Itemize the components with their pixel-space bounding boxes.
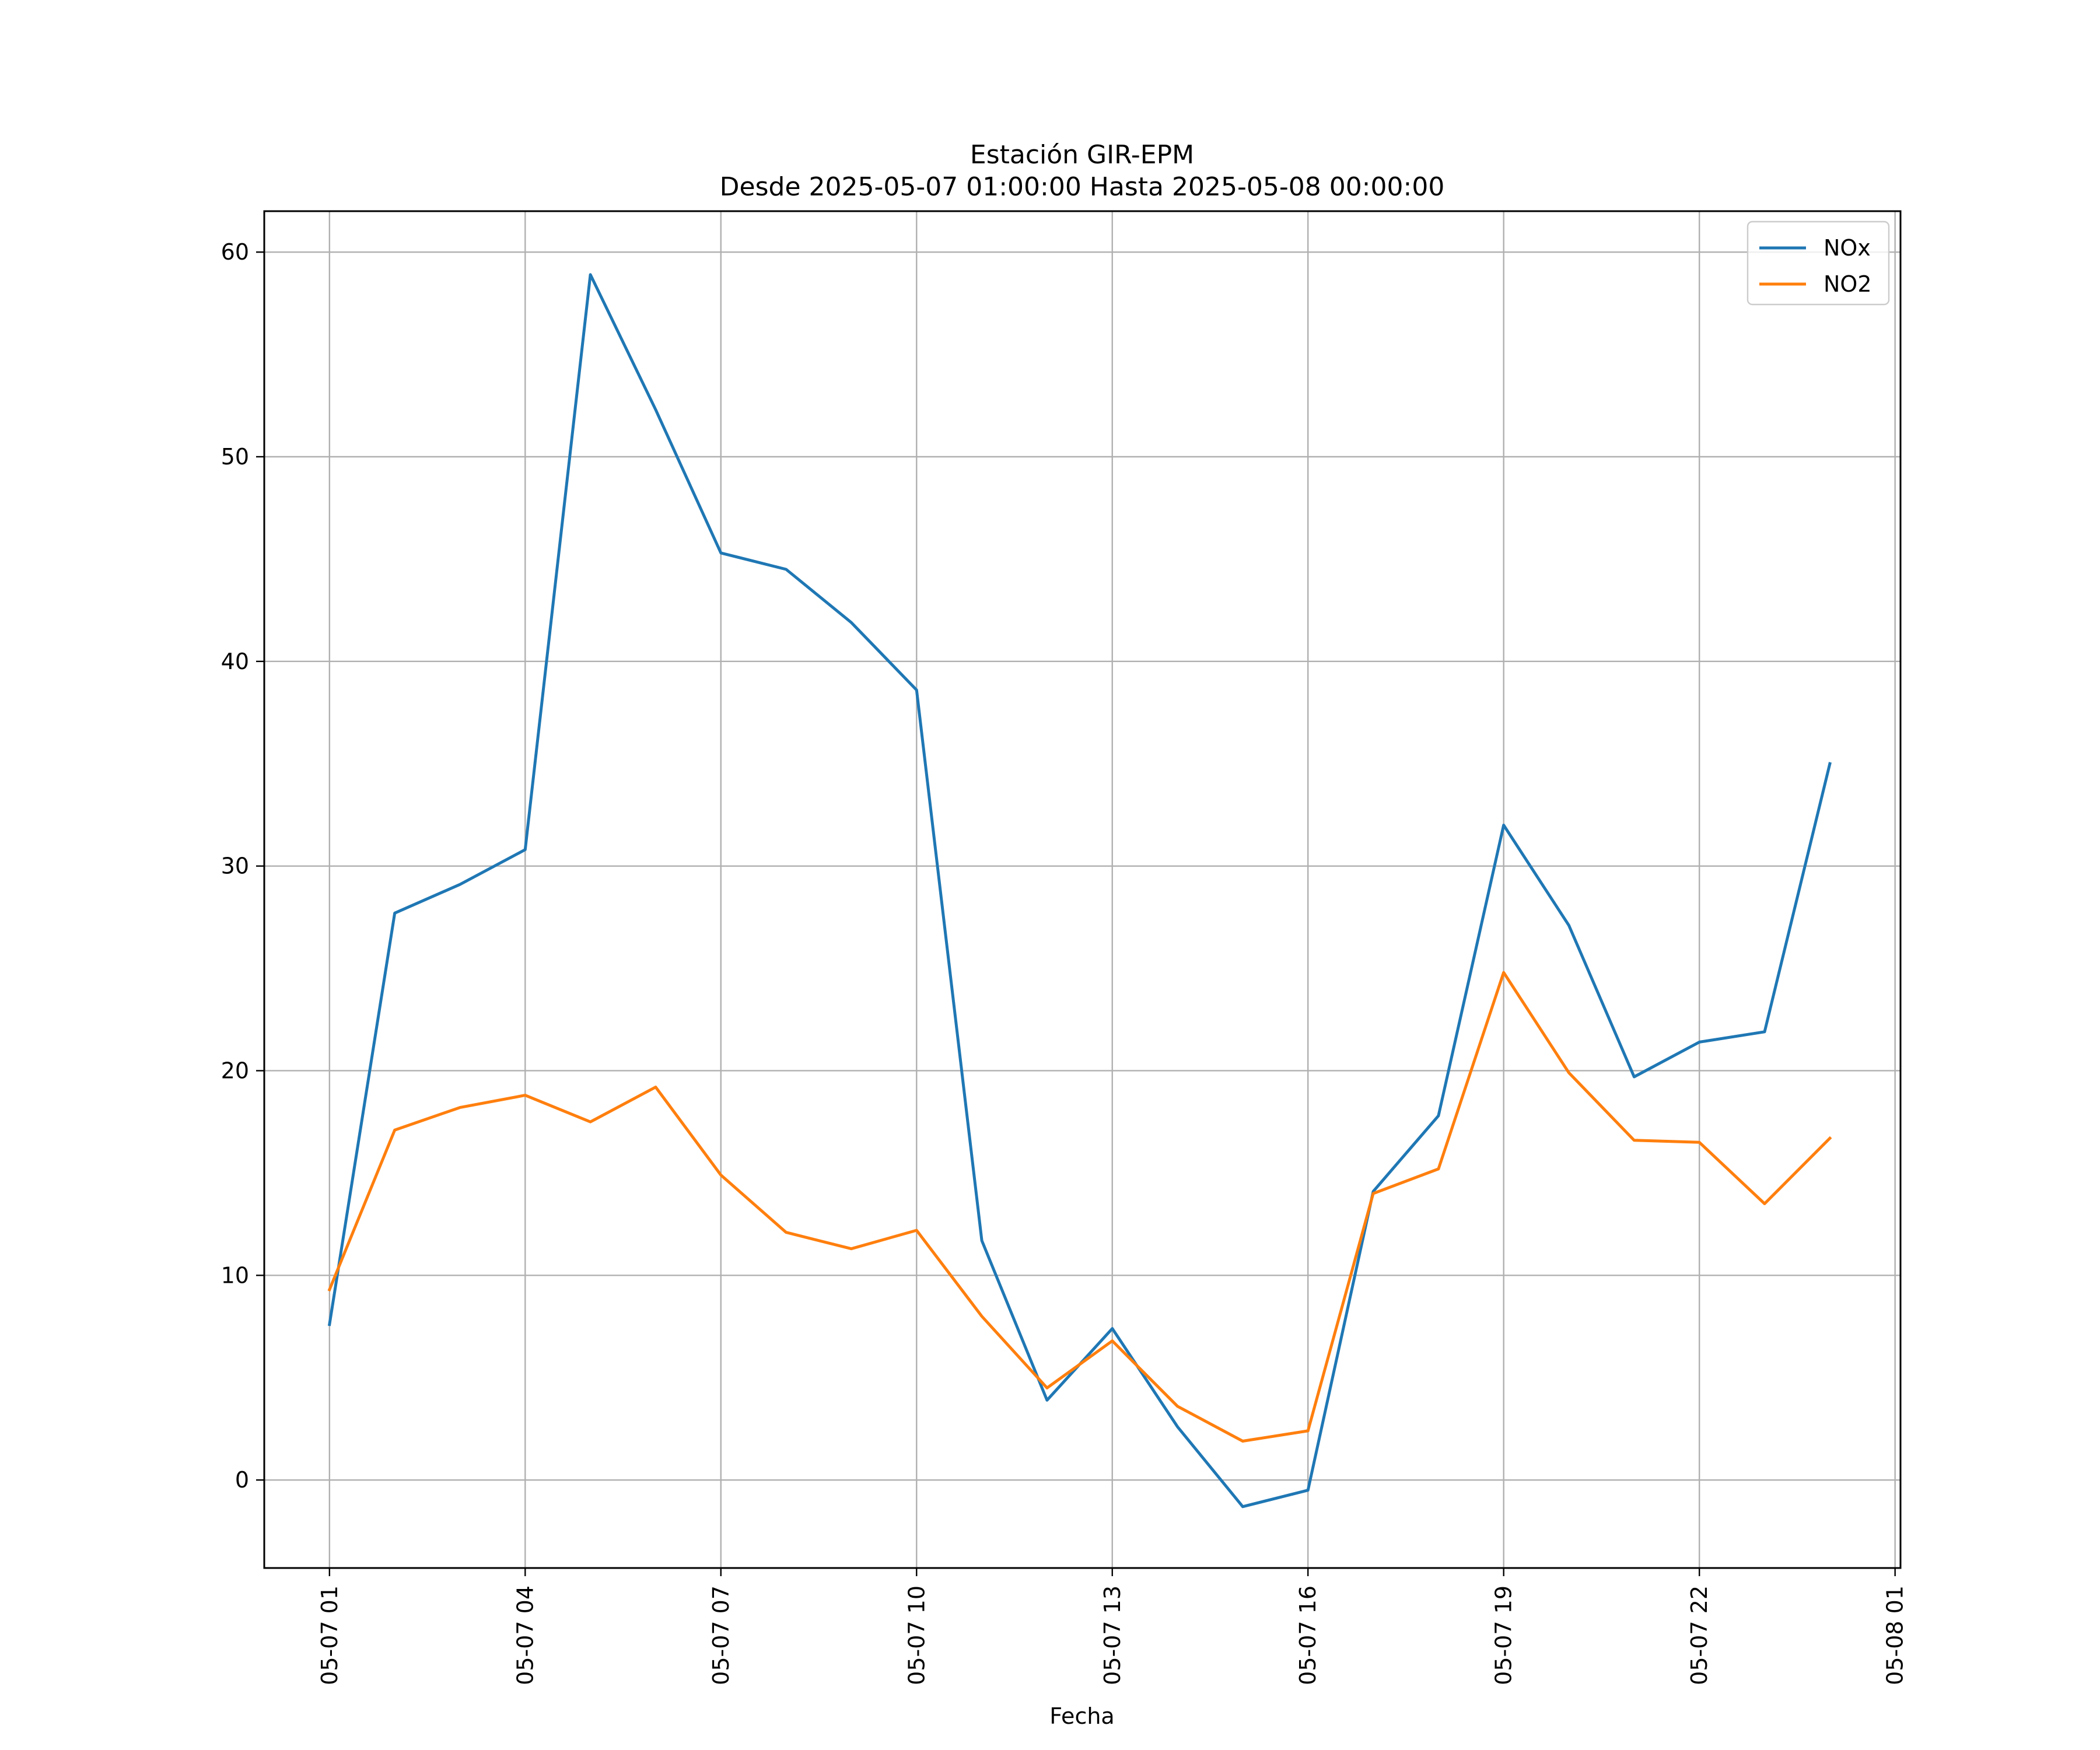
y-tick-label: 30: [221, 853, 249, 879]
series-line-no2: [327, 971, 1832, 1443]
plot-area-frame: [263, 210, 1902, 1569]
legend-label-nox: NOx: [1824, 235, 1871, 261]
x-axis: 05-07 01 05-07 04 05-07 07 05-07 10 05-07 13…: [317, 1568, 1908, 1685]
y-tick-label: 10: [221, 1262, 249, 1288]
series-lines: [327, 273, 1832, 1508]
y-tick-label: 60: [221, 239, 249, 265]
y-tick-label: 20: [221, 1058, 249, 1083]
chart-subtitle: Desde 2025-05-07 01:00:00 Hasta 2025-05-…: [720, 172, 1445, 202]
x-tick-label: 05-07 01: [317, 1586, 342, 1685]
chart-title: Estación GIR-EPM: [970, 140, 1194, 170]
x-tick-label: 05-07 10: [904, 1586, 929, 1685]
x-tick-label: 05-07 22: [1686, 1586, 1712, 1685]
x-tick-label: 05-07 19: [1491, 1586, 1517, 1685]
x-tick-label: 05-07 13: [1100, 1586, 1125, 1685]
x-tick-label: 05-07 07: [708, 1586, 734, 1685]
x-axis-label: Fecha: [1049, 1703, 1114, 1729]
x-tick-label: 05-07 04: [512, 1586, 538, 1685]
y-tick-label: 40: [221, 649, 249, 674]
y-tick-label: 0: [235, 1467, 249, 1493]
legend-label-no2: NO2: [1824, 271, 1872, 297]
x-tick-label: 05-07 16: [1295, 1586, 1321, 1685]
y-axis: 0 10 20 30 40 50 60: [221, 239, 264, 1493]
legend: NOx NO2: [1746, 220, 1890, 306]
x-tick-label: 05-08 01: [1882, 1586, 1908, 1685]
grid: [264, 211, 1901, 1568]
y-tick-label: 50: [221, 444, 249, 470]
